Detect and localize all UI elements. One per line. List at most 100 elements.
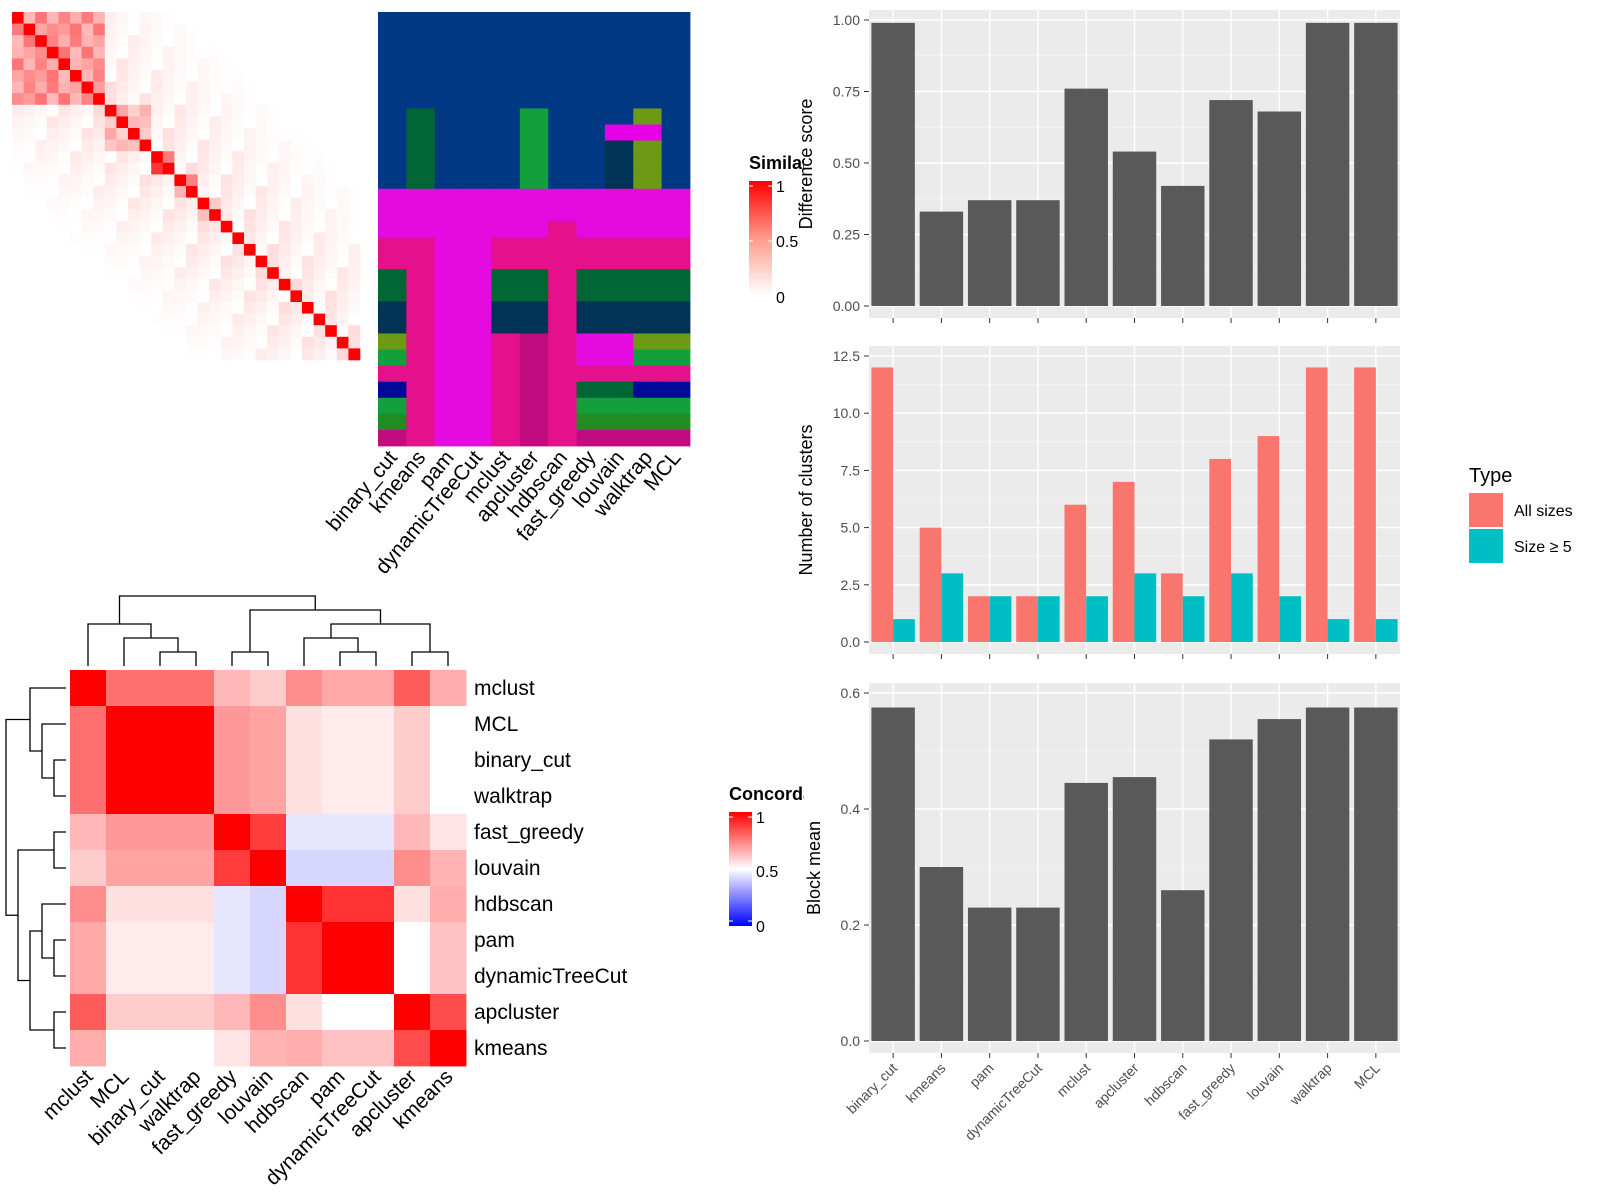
concordance-row-label-apcluster: apcluster bbox=[474, 1001, 559, 1024]
similarity-cell-21-10 bbox=[128, 255, 140, 268]
partition-cell-13-walktrap bbox=[633, 220, 663, 238]
partition-cell-25-mclust bbox=[491, 413, 521, 431]
similarity-cell-2-19 bbox=[232, 35, 245, 48]
partition-cell-16-louvain bbox=[604, 269, 634, 286]
concordance-cell-dynamictreecut-walktrap bbox=[178, 958, 215, 995]
partition-cell-13-apcluster bbox=[519, 220, 549, 238]
similarity-cell-10-11 bbox=[139, 128, 152, 140]
similarity-cell-23-24 bbox=[290, 278, 303, 291]
similarity-cell-10-22 bbox=[267, 128, 280, 140]
column-dendrogram bbox=[87, 595, 449, 666]
similarity-cell-2-25 bbox=[302, 35, 314, 48]
similarity-cell-27-16 bbox=[197, 325, 210, 338]
similarity-cell-5-8 bbox=[104, 70, 117, 82]
similarity-cell-17-24 bbox=[290, 209, 303, 222]
similarity-cell-25-2 bbox=[35, 302, 48, 314]
similarity-cell-14-26 bbox=[313, 174, 326, 187]
similarity-cell-11-24 bbox=[290, 139, 303, 152]
similarity-cell-27-12 bbox=[151, 325, 164, 338]
partition-cell-0-pam bbox=[434, 12, 464, 29]
similarity-cell-27-8 bbox=[104, 325, 117, 338]
partition-cell-8-mcl bbox=[661, 140, 691, 158]
similarity-cell-8-10 bbox=[128, 104, 140, 117]
similarity-cell-1-26 bbox=[313, 23, 326, 36]
similarity-cell-6-0 bbox=[12, 81, 24, 94]
similarity-cell-13-5 bbox=[70, 162, 82, 175]
similarity-cell-25-12 bbox=[151, 302, 164, 314]
similarity-cell-20-8 bbox=[104, 244, 117, 256]
similarity-cell-21-0 bbox=[12, 255, 24, 268]
concordance-row-labels: mclust MCL binary_cut walktrap fast_greedylo… bbox=[473, 677, 627, 1060]
similarity-cell-20-5 bbox=[70, 244, 82, 256]
similarity-cell-24-17 bbox=[209, 290, 222, 303]
similarity-cell-4-28 bbox=[336, 58, 349, 71]
similarity-cell-15-28 bbox=[336, 186, 349, 198]
partition-cell-9-kmeans bbox=[406, 156, 436, 174]
similarity-cell-3-11 bbox=[139, 46, 152, 59]
difference-score-bar-louvain bbox=[1257, 111, 1302, 307]
similarity-cell-2-2 bbox=[35, 35, 48, 48]
concordance-cell-kmeans-dynamictreecut bbox=[358, 1030, 395, 1067]
concordance-cell-binary-cut-pam bbox=[322, 742, 359, 779]
similarity-cell-7-4 bbox=[58, 93, 71, 106]
partition-cell-22-mcl bbox=[661, 365, 691, 383]
partition-cell-13-binary-cut bbox=[378, 220, 407, 238]
similarity-cell-27-22 bbox=[267, 325, 280, 338]
similarity-cell-20-29 bbox=[348, 244, 361, 256]
number-of-clusters-y-tick-10-0: 10.0 bbox=[833, 405, 860, 421]
similarity-cell-28-0 bbox=[12, 336, 24, 349]
similarity-cell-8-0 bbox=[12, 104, 24, 117]
partition-cell-5-louvain bbox=[604, 92, 634, 109]
similarity-cell-23-4 bbox=[58, 278, 71, 291]
similarity-cell-28-5 bbox=[70, 336, 82, 349]
partition-cell-23-louvain bbox=[604, 381, 634, 399]
similarity-cell-18-20 bbox=[244, 220, 256, 233]
similarity-cell-24-5 bbox=[70, 290, 82, 303]
similarity-cell-23-0 bbox=[12, 278, 24, 291]
number-of-clusters-bar-mcl-all-sizes bbox=[1354, 367, 1376, 642]
similarity-cell-3-9 bbox=[116, 46, 129, 59]
number-of-clusters-panel: 0.0 2.5 5.0 7.5 10.0 12.5 Number of clusters bbox=[796, 346, 1400, 659]
legend-swatch-all-sizes bbox=[1469, 493, 1503, 527]
similarity-cell-27-5 bbox=[70, 325, 82, 338]
similarity-cell-19-18 bbox=[220, 232, 233, 245]
similarity-cell-8-29 bbox=[348, 104, 361, 117]
similarity-cell-4-14 bbox=[174, 58, 187, 71]
partition-cell-9-pam bbox=[434, 156, 464, 174]
partition-cell-25-binary-cut bbox=[378, 413, 407, 431]
similarity-cell-3-24 bbox=[290, 46, 303, 59]
partition-cell-25-dynamictreecut bbox=[463, 413, 492, 431]
similarity-cell-14-10 bbox=[128, 174, 140, 187]
similarity-cell-19-28 bbox=[336, 232, 349, 245]
similarity-cell-5-10 bbox=[128, 70, 140, 82]
similarity-cell-25-1 bbox=[23, 302, 36, 314]
similarity-cell-2-28 bbox=[336, 35, 349, 48]
similarity-cell-8-5 bbox=[70, 104, 82, 117]
partition-cell-7-louvain bbox=[604, 124, 634, 141]
partition-cell-17-hdbscan bbox=[548, 285, 577, 302]
similarity-cell-16-19 bbox=[232, 197, 245, 210]
similarity-cell-1-3 bbox=[46, 23, 59, 36]
concordance-cell-dynamictreecut-dynamictreecut bbox=[358, 958, 395, 995]
similarity-cell-17-0 bbox=[12, 209, 24, 222]
similarity-cell-28-16 bbox=[197, 336, 210, 349]
concordance-cell-binary-cut-apcluster bbox=[394, 742, 431, 779]
partition-cell-17-mcl bbox=[661, 285, 691, 302]
similarity-cell-10-18 bbox=[220, 128, 233, 140]
similarity-cell-19-24 bbox=[290, 232, 303, 245]
similarity-cell-24-8 bbox=[104, 290, 117, 303]
similarity-cell-28-24 bbox=[290, 336, 303, 349]
similarity-cell-20-4 bbox=[58, 244, 71, 256]
concordance-cell-kmeans-binary-cut bbox=[142, 1030, 179, 1067]
similarity-cell-6-15 bbox=[186, 81, 198, 94]
concordance-cell-binary-cut-fast-greedy bbox=[214, 742, 251, 779]
similarity-cell-1-13 bbox=[162, 23, 175, 36]
partition-cell-15-fast-greedy bbox=[576, 253, 606, 270]
concordance-cell-walktrap-mcl bbox=[106, 778, 143, 815]
similarity-cell-13-26 bbox=[313, 162, 326, 175]
similarity-cell-17-14 bbox=[174, 209, 187, 222]
partition-cell-1-hdbscan bbox=[548, 28, 577, 45]
partition-cell-18-hdbscan bbox=[548, 301, 577, 318]
similarity-cell-26-27 bbox=[325, 313, 338, 326]
partition-cell-19-apcluster bbox=[519, 317, 549, 334]
